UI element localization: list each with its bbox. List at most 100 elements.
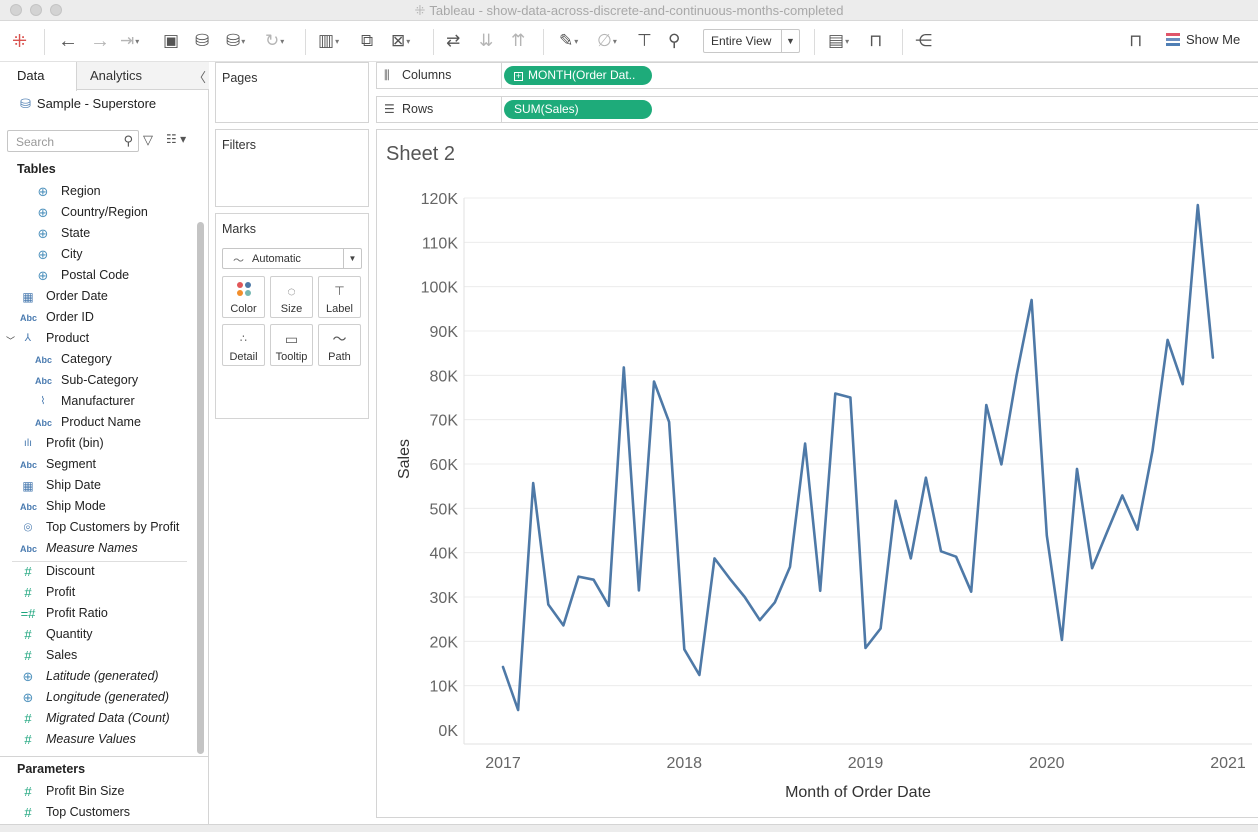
tableau-logo-icon[interactable]: ⁜ [12,31,28,51]
data-point[interactable] [560,622,566,628]
data-point[interactable] [893,498,899,504]
data-point[interactable] [1195,202,1201,208]
zoom-window-button[interactable] [50,4,62,16]
data-point[interactable] [1165,337,1171,343]
data-point[interactable] [923,475,929,481]
rows-pill[interactable]: SUM(Sales) [504,100,652,119]
collapse-pane-icon[interactable]: 〈 [193,70,207,85]
presentation-icon[interactable]: ⊓ [869,31,883,50]
color-button[interactable]: Color [222,276,265,318]
datasource-item[interactable]: ⛁ Sample - Superstore [20,96,156,112]
sales-series-line[interactable] [501,203,1215,712]
data-point[interactable] [938,548,944,554]
chevron-down-icon[interactable]: ﹀ [6,336,16,346]
data-point[interactable] [727,575,733,581]
data-point[interactable] [983,402,989,408]
fit-select[interactable]: Entire View ▼ [703,29,800,53]
undo-icon[interactable]: ← [58,30,78,52]
filter-icon[interactable]: ▽ [143,132,153,147]
data-point[interactable] [863,645,869,651]
refresh-icon[interactable]: ↻▾ [265,31,285,50]
tooltip-button[interactable]: ▭ Tooltip [270,324,313,366]
data-point[interactable] [772,599,778,605]
size-button[interactable]: ◌ Size [270,276,313,318]
new-datasource-icon[interactable]: ⛁ [195,31,210,50]
tab-analytics[interactable]: Analytics [90,68,143,83]
field-list-scrollbar[interactable] [197,222,204,754]
data-point[interactable] [847,395,853,401]
data-point[interactable] [1014,373,1020,379]
redo-icon[interactable]: → [90,30,110,52]
clear-sheet-icon[interactable]: ⊠▾ [391,31,411,50]
columns-pill[interactable]: + MONTH(Order Dat.. [504,66,652,85]
data-point[interactable] [817,588,823,594]
data-point[interactable] [712,555,718,561]
sales-line-chart[interactable]: 0K 10K 20K 30K 40K 50K 60K 70K 80K 90K 100K 110K 120… [376,170,1258,810]
tab-data[interactable]: Data [0,62,77,91]
detail-button[interactable]: ∴ Detail [222,324,265,366]
data-point[interactable] [1104,529,1110,535]
data-point[interactable] [1119,493,1125,499]
show-me-button[interactable]: Show Me [1166,32,1240,47]
pin-icon[interactable]: ⚲ [668,31,681,50]
data-point[interactable] [1180,381,1186,387]
data-point[interactable] [1089,565,1095,571]
mark-type-select[interactable]: 〜 Automatic ▼ [222,248,362,269]
data-point[interactable] [696,672,702,678]
filters-card[interactable]: Filters [215,129,369,207]
data-point[interactable] [591,577,597,583]
expand-plus-icon[interactable]: + [514,71,523,81]
data-point[interactable] [1210,355,1216,361]
pages-card[interactable]: Pages [215,62,369,123]
replay-icon[interactable]: ⇥▾ [120,31,140,50]
data-point[interactable] [681,646,687,652]
field-search-input[interactable]: Search ⚲ [7,130,139,152]
columns-shelf[interactable]: ⫼ Columns + MONTH(Order Dat.. [376,62,1258,89]
sort-descending-icon[interactable]: ⇈ [511,31,526,50]
data-point[interactable] [621,364,627,370]
highlight-icon[interactable]: ✎▾ [559,31,579,50]
share-icon[interactable]: ⋲ [915,31,932,50]
data-point[interactable] [1029,297,1035,303]
path-button[interactable]: 〜 Path [318,324,361,366]
data-point[interactable] [636,587,642,593]
data-point[interactable] [576,574,582,580]
rows-shelf[interactable]: ☰ Rows SUM(Sales) [376,96,1258,123]
data-point[interactable] [802,441,808,447]
pause-updates-icon[interactable]: ⛁▾ [226,31,246,50]
data-point[interactable] [666,419,672,425]
data-point[interactable] [757,617,763,623]
swap-axes-icon[interactable]: ⇄ [446,31,461,50]
group-icon[interactable]: ∅▾ [597,31,617,50]
label-button[interactable]: ⊤ Label [318,276,361,318]
sort-ascending-icon[interactable]: ⇊ [479,31,494,50]
data-point[interactable] [1044,532,1050,538]
data-point[interactable] [515,707,521,713]
data-point[interactable] [953,554,959,560]
data-point[interactable] [1074,466,1080,472]
data-point[interactable] [1134,527,1140,533]
data-point[interactable] [606,603,612,609]
data-point[interactable] [1150,448,1156,454]
new-worksheet-icon[interactable]: ▥▾ [318,31,340,50]
close-window-button[interactable] [10,4,22,16]
tooltip-format-icon[interactable]: ⊓ [1129,31,1143,50]
data-point[interactable] [545,602,551,608]
duplicate-icon[interactable]: ⧉ [361,31,374,50]
minimize-window-button[interactable] [30,4,42,16]
data-point[interactable] [787,564,793,570]
data-point[interactable] [742,594,748,600]
save-icon[interactable]: ▣ [163,31,180,50]
label-icon[interactable]: ⊤ [637,31,652,50]
view-options-icon[interactable]: ☷ ▾ [166,132,187,146]
data-point[interactable] [908,555,914,561]
data-point[interactable] [878,626,884,632]
data-point[interactable] [500,664,506,670]
data-point[interactable] [651,379,657,385]
data-point[interactable] [1059,637,1065,643]
data-point[interactable] [968,589,974,595]
cards-icon[interactable]: ▤▾ [828,31,850,50]
data-point[interactable] [998,461,1004,467]
data-point[interactable] [832,391,838,397]
data-point[interactable] [530,480,536,486]
